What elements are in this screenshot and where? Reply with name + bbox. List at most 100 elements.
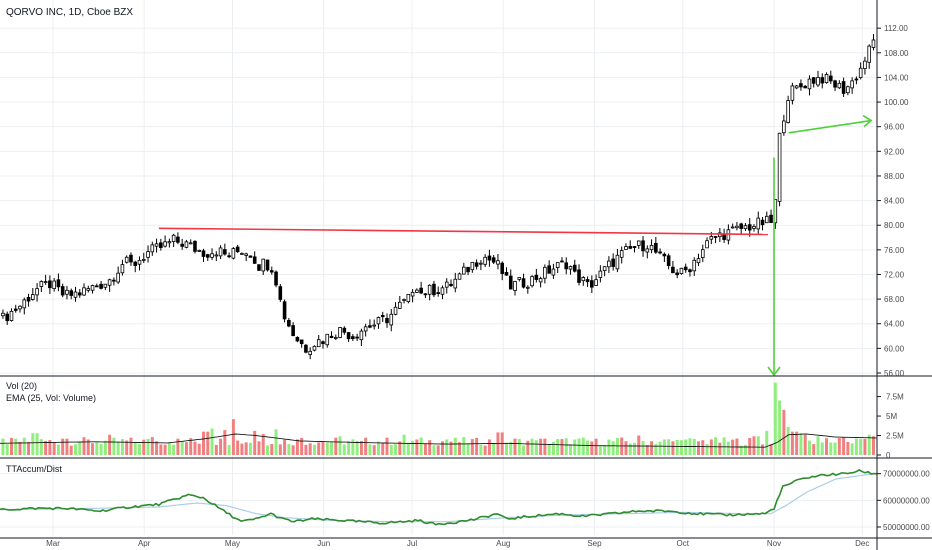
candle-body[interactable]	[282, 301, 287, 320]
volume-bar[interactable]	[530, 438, 534, 455]
volume-bar[interactable]	[765, 430, 769, 455]
candle-body[interactable]	[218, 247, 223, 257]
volume-bar[interactable]	[539, 438, 543, 455]
candle-body[interactable]	[227, 255, 231, 258]
candle-body[interactable]	[351, 336, 355, 340]
candle-body[interactable]	[726, 229, 731, 241]
volume-bar[interactable]	[334, 437, 338, 455]
volume-bar[interactable]	[150, 437, 154, 455]
volume-bar[interactable]	[163, 444, 167, 455]
volume-bar[interactable]	[5, 444, 9, 455]
volume-bar[interactable]	[330, 441, 334, 455]
candle-body[interactable]	[594, 279, 598, 286]
volume-bar[interactable]	[278, 444, 282, 455]
candle-body[interactable]	[43, 281, 48, 284]
candle-body[interactable]	[380, 315, 385, 318]
volume-bar[interactable]	[1, 438, 5, 455]
candle-body[interactable]	[385, 318, 389, 324]
candle-body[interactable]	[274, 271, 278, 286]
candle-body[interactable]	[828, 75, 833, 82]
volume-bar[interactable]	[816, 436, 820, 455]
volume-bar[interactable]	[159, 444, 163, 455]
volume-bar[interactable]	[726, 441, 730, 455]
candle-body[interactable]	[86, 288, 91, 291]
volume-bar[interactable]	[219, 438, 223, 455]
candle-body[interactable]	[577, 269, 581, 283]
candle-body[interactable]	[56, 279, 61, 288]
volume-bar[interactable]	[752, 436, 756, 455]
candle-body[interactable]	[231, 248, 236, 259]
volume-bar[interactable]	[376, 441, 380, 455]
candle-body[interactable]	[598, 270, 603, 278]
candle-body[interactable]	[560, 260, 564, 263]
volume-bar[interactable]	[509, 441, 513, 455]
candle-body[interactable]	[786, 100, 790, 123]
candle-body[interactable]	[602, 266, 607, 271]
trend-arrow-line[interactable]	[788, 119, 872, 134]
candle-body[interactable]	[453, 278, 458, 289]
volume-bar[interactable]	[317, 442, 321, 455]
volume-bar[interactable]	[146, 438, 150, 455]
volume-bar[interactable]	[607, 439, 611, 455]
volume-bar[interactable]	[534, 440, 538, 455]
candle-body[interactable]	[342, 327, 347, 333]
volume-bar[interactable]	[35, 433, 39, 455]
candle-body[interactable]	[816, 77, 820, 86]
candle-body[interactable]	[406, 293, 411, 302]
candle-body[interactable]	[124, 256, 129, 263]
candle-body[interactable]	[526, 286, 530, 289]
volume-bar[interactable]	[611, 441, 615, 455]
volume-bar[interactable]	[833, 442, 837, 455]
candle-body[interactable]	[543, 266, 547, 279]
resistance-line[interactable]	[158, 227, 769, 236]
candle-body[interactable]	[82, 287, 86, 296]
volume-bar[interactable]	[52, 442, 56, 455]
volume-bar[interactable]	[381, 443, 385, 455]
candle-body[interactable]	[393, 306, 398, 315]
candle-body[interactable]	[167, 241, 172, 244]
volume-bar[interactable]	[807, 440, 811, 455]
candle-body[interactable]	[449, 283, 453, 287]
volume-bar[interactable]	[287, 444, 291, 455]
volume-bar[interactable]	[859, 438, 863, 455]
candle-body[interactable]	[372, 324, 376, 327]
volume-bar[interactable]	[773, 382, 777, 455]
candle-body[interactable]	[65, 289, 69, 295]
volume-bar[interactable]	[722, 437, 726, 455]
volume-bar[interactable]	[837, 438, 841, 455]
volume-bar[interactable]	[69, 445, 73, 455]
candle-body[interactable]	[683, 266, 688, 271]
volume-bar[interactable]	[176, 438, 180, 455]
candle-body[interactable]	[69, 290, 74, 296]
candle-body[interactable]	[863, 60, 867, 69]
volume-bar[interactable]	[406, 442, 410, 455]
volume-bar[interactable]	[231, 419, 235, 455]
candle-body[interactable]	[730, 226, 735, 229]
volume-bar[interactable]	[568, 444, 572, 455]
candle-body[interactable]	[811, 77, 816, 84]
volume-bar[interactable]	[504, 443, 508, 455]
candle-body[interactable]	[871, 39, 876, 48]
volume-bar[interactable]	[300, 437, 304, 455]
candle-body[interactable]	[291, 325, 295, 337]
candle-body[interactable]	[188, 242, 193, 245]
volume-bar[interactable]	[470, 439, 474, 455]
candle-body[interactable]	[632, 246, 637, 249]
volume-bar[interactable]	[526, 440, 530, 455]
candle-body[interactable]	[700, 249, 705, 258]
candle-body[interactable]	[295, 337, 300, 342]
candle-body[interactable]	[312, 345, 317, 351]
volume-bar[interactable]	[854, 438, 858, 455]
volume-bar[interactable]	[867, 434, 871, 455]
volume-bar[interactable]	[73, 444, 77, 455]
candle-body[interactable]	[679, 267, 684, 274]
candle-body[interactable]	[457, 273, 462, 280]
volume-bar[interactable]	[718, 442, 722, 455]
volume-bar[interactable]	[679, 440, 683, 455]
candle-body[interactable]	[854, 78, 859, 81]
volume-bar[interactable]	[103, 440, 107, 455]
candle-body[interactable]	[769, 214, 773, 223]
volume-bar[interactable]	[39, 439, 43, 455]
volume-bar[interactable]	[236, 440, 240, 455]
candle-body[interactable]	[735, 225, 739, 229]
